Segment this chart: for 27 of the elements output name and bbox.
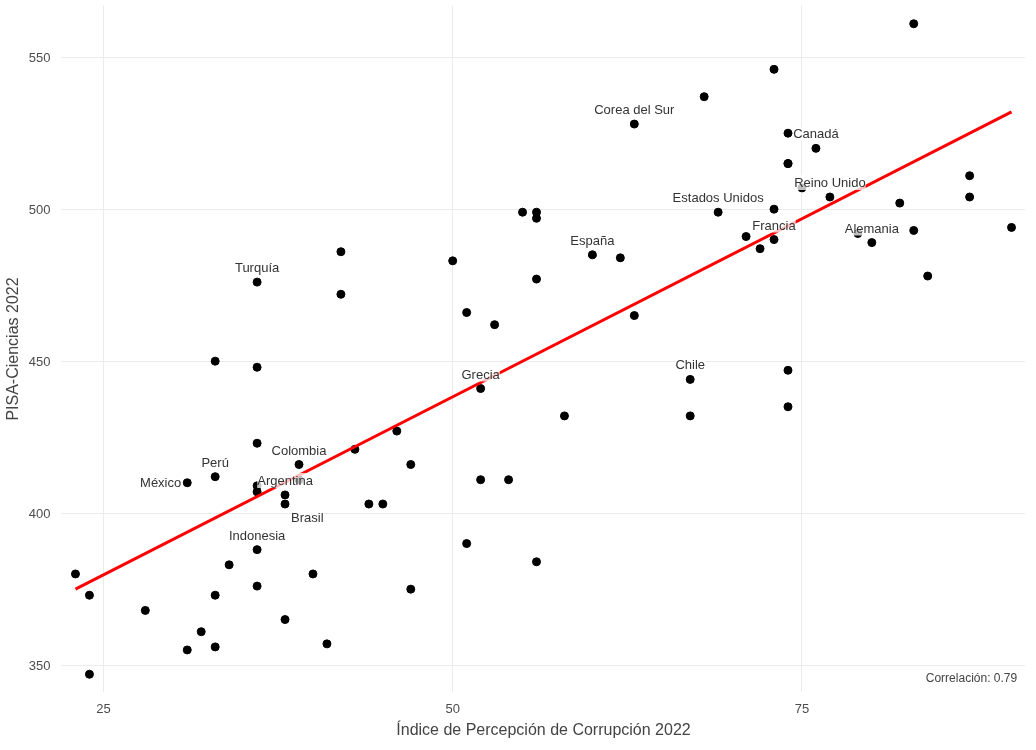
annotation: Chile (675, 357, 706, 373)
annotation: Reino Unido (794, 175, 866, 191)
y-tick-label: 400 (28, 505, 51, 521)
annotation: Turquía (234, 260, 281, 276)
annotation: Grecia (461, 366, 501, 382)
annotation: Correlación: 0.79 (925, 670, 1018, 685)
y-tick-label: 500 (28, 201, 51, 217)
y-tick-label: 450 (28, 353, 51, 369)
annotation: Estados Unidos (672, 190, 765, 206)
annotation: Colombia (271, 442, 328, 458)
annotation: Indonesia (228, 527, 287, 543)
y-tick-label: 550 (28, 49, 51, 65)
annotation: España (570, 232, 616, 248)
annotation: México (140, 475, 182, 491)
x-axis-title: Índice de Percepción de Corrupción 2022 (396, 719, 691, 738)
y-tick-label: 350 (28, 657, 51, 673)
x-tick-label: 25 (96, 700, 111, 716)
annotation: Alemania (844, 220, 900, 236)
annotation: Corea del Sur (594, 102, 676, 118)
annotation: Canadá (793, 126, 840, 142)
annotation: Argentina (257, 472, 314, 488)
y-axis-title: PISA-Ciencias 2022 (3, 277, 21, 421)
x-tick-label: 75 (794, 700, 810, 716)
annotation: Francia (752, 217, 797, 233)
annotation: Perú (201, 454, 229, 470)
x-tick-label: 50 (445, 700, 460, 716)
annotation: Brasil (291, 510, 324, 526)
